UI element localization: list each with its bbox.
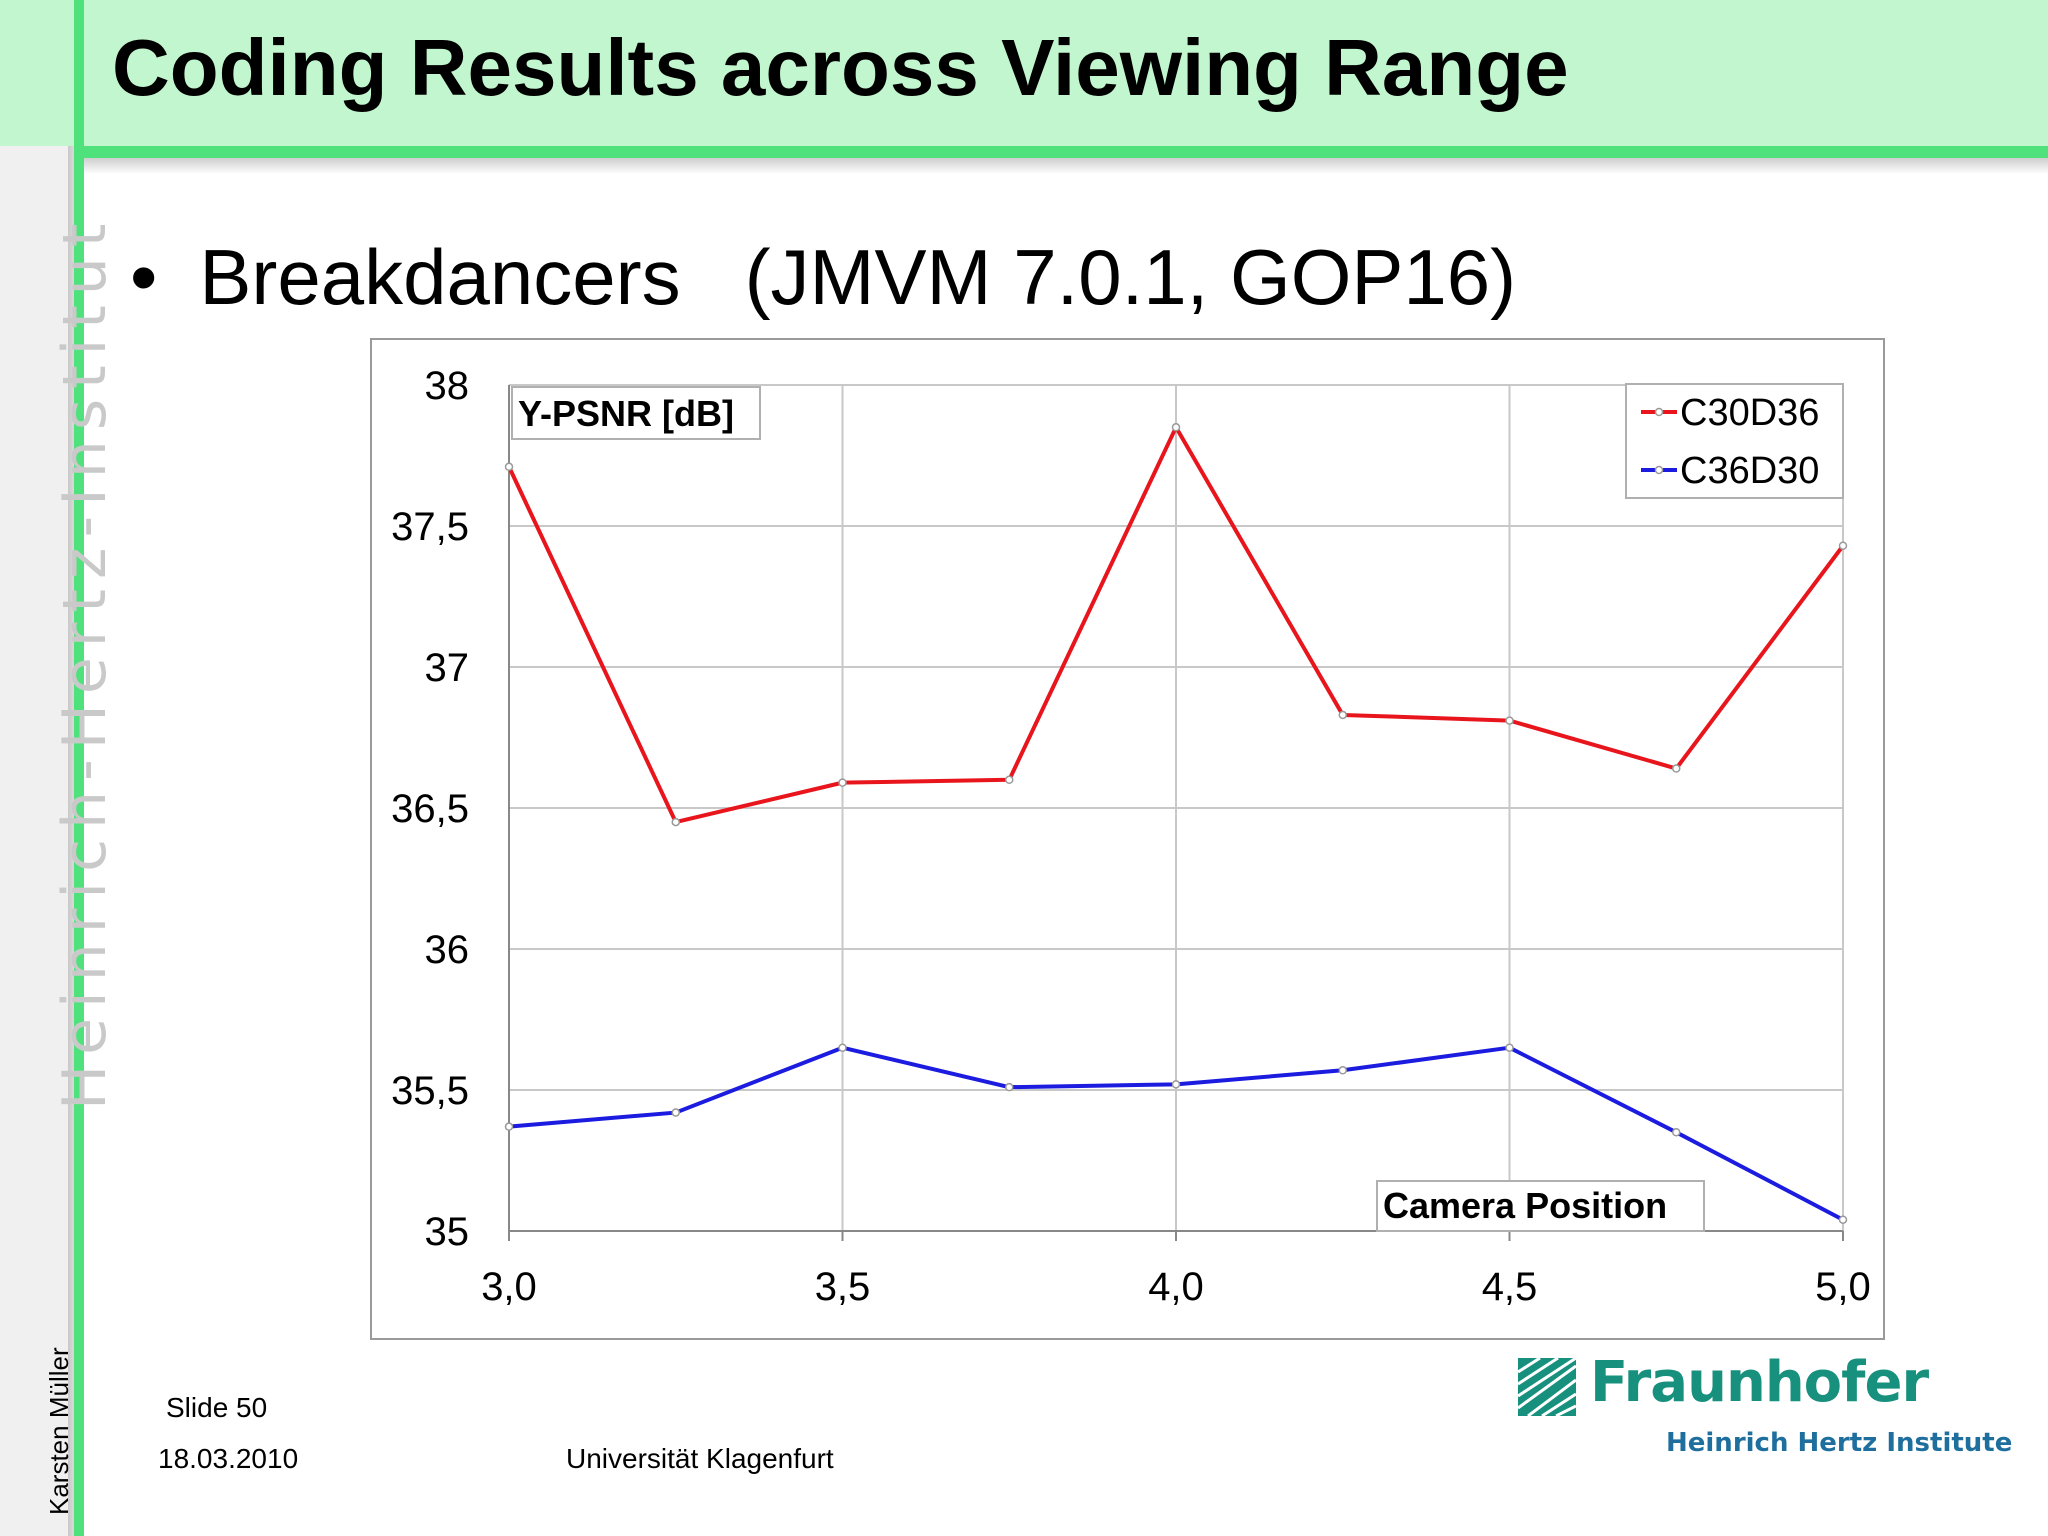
y-axis-label-box xyxy=(511,386,761,440)
data-point-C30D36 xyxy=(1338,710,1347,720)
data-point-C30D36 xyxy=(1505,716,1514,725)
bullet-text: Breakdancers xyxy=(199,233,681,321)
data-point-C30D36 xyxy=(1838,541,1848,550)
data-point-C30D36 xyxy=(671,817,680,827)
fraunhofer-logo: Fraunhofer Heinrich Hertz Institute xyxy=(1518,1350,2012,1462)
y-tick-label: 36,5 xyxy=(391,787,469,831)
bullet-item: • Breakdancers (JMVM 7.0.1, GOP16) xyxy=(130,232,1516,323)
data-point-C30D36 xyxy=(838,778,847,787)
header-green-rule xyxy=(74,146,2048,158)
header-corner xyxy=(0,0,74,146)
x-tick-label: 4,5 xyxy=(1482,1265,1538,1309)
legend-marker-C36D30 xyxy=(1654,465,1664,475)
y-tick-label: 35,5 xyxy=(391,1069,469,1113)
legend-box xyxy=(1625,383,1844,499)
bullet-spec: (JMVM 7.0.1, GOP16) xyxy=(744,233,1517,321)
data-point-C36D30 xyxy=(1838,1215,1848,1224)
data-point-C30D36 xyxy=(504,462,514,472)
slide-university: Universität Klagenfurt xyxy=(566,1443,834,1474)
bullet-symbol: • xyxy=(130,233,158,321)
slide-number: Slide 50 xyxy=(166,1392,268,1423)
y-tick-label: 37 xyxy=(425,646,470,690)
data-point-C36D30 xyxy=(1672,1128,1681,1137)
x-axis-label-box xyxy=(1376,1180,1705,1232)
data-point-C36D30 xyxy=(1005,1082,1014,1092)
y-axis-label: Y-PSNR [dB] xyxy=(518,393,734,434)
chart-frame: 35 35,5 36 36,5 37 37,5 38 3,0 3,5 4,0 4,5 5,0 Y-PSN… xyxy=(370,338,1885,1340)
psnr-line-chart: 35 35,5 36 36,5 37 37,5 38 3,0 3,5 4,0 4,5 5,0 Y-PSN… xyxy=(391,364,1871,1309)
data-point-C36D30 xyxy=(1338,1066,1347,1075)
slide-title: Coding Results across Viewing Range xyxy=(112,23,1569,112)
side-author-label: Karsten Müller xyxy=(44,1347,74,1515)
data-point-C30D36 xyxy=(1005,775,1014,785)
title-header xyxy=(84,0,2048,146)
data-point-C30D36 xyxy=(1171,423,1181,432)
data-point-C36D30 xyxy=(504,1122,514,1131)
data-point-C36D30 xyxy=(1505,1043,1514,1052)
data-point-C36D30 xyxy=(1171,1080,1181,1089)
data-point-C36D30 xyxy=(838,1043,847,1052)
fraunhofer-mark-icon xyxy=(1518,1358,1576,1416)
header-shadow xyxy=(84,158,2048,174)
logo-name: Fraunhofer xyxy=(1590,1350,1929,1415)
logo-subtitle: Heinrich Hertz Institute xyxy=(1666,1428,2013,1458)
legend-label: C36D30 xyxy=(1680,450,1819,492)
left-green-rule xyxy=(74,0,84,1536)
x-tick-label: 3,5 xyxy=(815,1265,871,1309)
legend-marker-C30D36 xyxy=(1654,407,1664,417)
x-tick-label: 4,0 xyxy=(1148,1265,1204,1309)
y-tick-label: 36 xyxy=(425,928,470,972)
y-tick-label: 35 xyxy=(425,1210,470,1254)
slide-date: 18.03.2010 xyxy=(158,1443,299,1474)
data-point-C30D36 xyxy=(1672,764,1681,773)
y-tick-label: 38 xyxy=(425,364,470,408)
legend-label: C30D36 xyxy=(1680,392,1819,434)
x-tick-label: 5,0 xyxy=(1815,1265,1871,1309)
side-institute-label: Heinrich-Hertz-Institut xyxy=(50,213,120,1110)
x-axis-label: Camera Position xyxy=(1383,1185,1667,1226)
y-tick-label: 37,5 xyxy=(391,505,469,549)
data-point-C36D30 xyxy=(671,1108,680,1117)
x-tick-label: 3,0 xyxy=(481,1265,537,1309)
